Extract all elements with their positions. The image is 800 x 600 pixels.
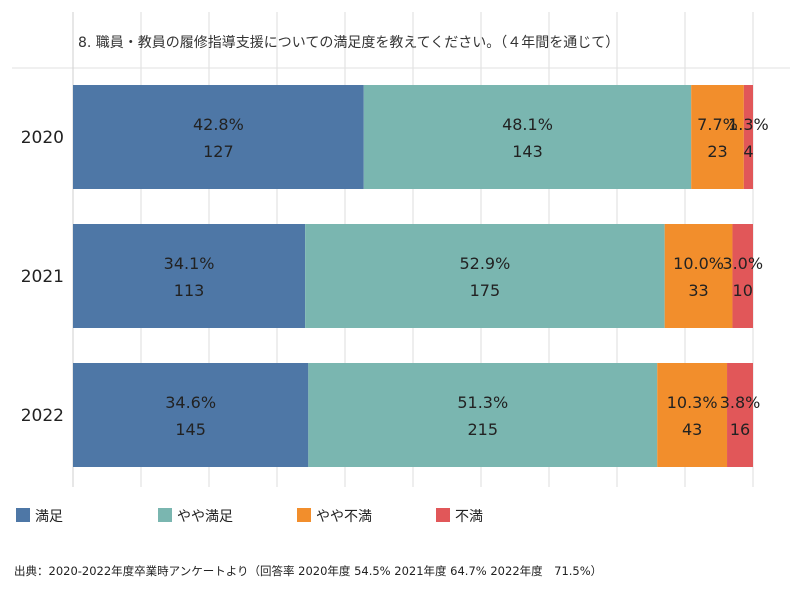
count-label: 145 — [175, 420, 206, 439]
bar-segment — [305, 224, 665, 328]
bar-segment — [743, 85, 753, 189]
percent-label: 34.6% — [165, 393, 216, 412]
year-label: 2021 — [21, 267, 64, 287]
legend-label: 不満 — [455, 509, 483, 525]
count-label: 43 — [682, 420, 702, 439]
percent-label: 10.0% — [673, 254, 724, 273]
legend-swatch — [158, 508, 172, 522]
count-label: 33 — [688, 281, 708, 300]
count-label: 175 — [470, 281, 501, 300]
bar-segment — [732, 224, 753, 328]
percent-label: 3.0% — [722, 254, 763, 273]
count-label: 23 — [707, 142, 727, 161]
count-label: 4 — [743, 142, 753, 161]
legend-label: やや満足 — [177, 509, 233, 525]
count-label: 10 — [733, 281, 753, 300]
bar-segment — [691, 85, 744, 189]
chart-title: 8. 職員・教員の履修指導支援についての満足度を教えてください。（４年間を通じて… — [78, 35, 619, 51]
bar-segment — [73, 363, 309, 467]
legend-swatch — [16, 508, 30, 522]
percent-label: 10.3% — [667, 393, 718, 412]
percent-label: 7.7% — [697, 115, 738, 134]
bar-segment — [727, 363, 753, 467]
legend-swatch — [297, 508, 311, 522]
bar-segment — [363, 85, 692, 189]
percent-label: 42.8% — [193, 115, 244, 134]
year-label: 2022 — [21, 406, 64, 426]
bar-segment — [664, 224, 733, 328]
percent-label: 52.9% — [459, 254, 510, 273]
legend-label: やや不満 — [316, 509, 372, 525]
labels: 42.8% 127 48.1% 143 7.7% 231.3% 4 2020 34.1% 113 5… — [21, 115, 769, 439]
count-label: 143 — [512, 142, 543, 161]
count-label: 16 — [730, 420, 750, 439]
legend-swatch — [436, 508, 450, 522]
bar-segment — [73, 85, 364, 189]
legend-label: 満足 — [35, 509, 63, 525]
percent-label: 3.8% — [720, 393, 761, 412]
bar-segment — [73, 224, 306, 328]
percent-label: 48.1% — [502, 115, 553, 134]
count-label: 215 — [468, 420, 499, 439]
source-note: 出典：2020-2022年度卒業時アンケートより（回答率 2020年度 54.5… — [14, 564, 602, 578]
bar-segment — [308, 363, 658, 467]
year-label: 2020 — [21, 128, 64, 148]
legend: 満足 やや満足 やや不満 不満 — [16, 508, 483, 525]
percent-label: 51.3% — [457, 393, 508, 412]
count-label: 113 — [174, 281, 205, 300]
bar-segment — [657, 363, 728, 467]
percent-label: 34.1% — [164, 254, 215, 273]
bars — [73, 85, 753, 467]
count-label: 127 — [203, 142, 234, 161]
percent-label: 1.3% — [728, 115, 769, 134]
